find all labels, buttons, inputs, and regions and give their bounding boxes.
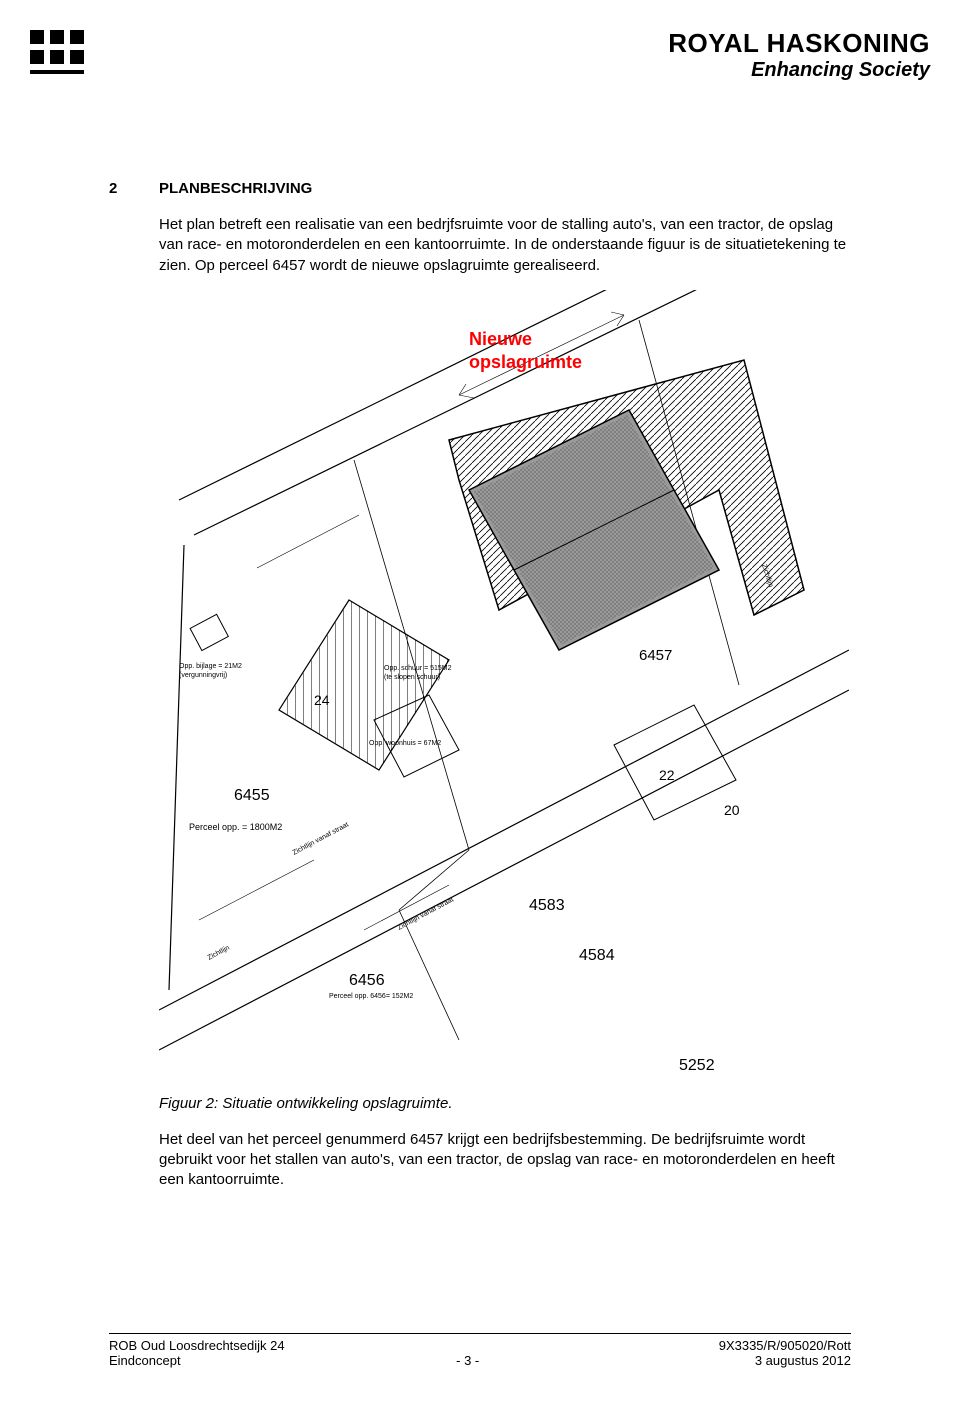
page-header: ROYAL HASKONING Enhancing Society: [0, 20, 960, 90]
callout-line2: opslagruimte: [469, 352, 582, 372]
footer-right-2: 3 augustus 2012: [755, 1353, 851, 1368]
paragraph-1: Het plan betreft een realisatie van een …: [159, 215, 851, 276]
note-opp-woonhuis: Opp. woonhuis = 67M2: [369, 740, 441, 747]
note-te-slopen: (te slopen schuur): [384, 674, 440, 681]
label-h22: 22: [659, 767, 675, 783]
label-5252: 5252: [679, 1057, 715, 1074]
footer-left-2: Eindconcept: [109, 1353, 181, 1368]
note-vergunning: (vergunningvrij): [179, 672, 227, 679]
label-6456: 6456: [349, 972, 385, 989]
note-zichtlijn-3: Zichtlijn: [207, 944, 231, 961]
label-6457: 6457: [639, 647, 672, 664]
footer-right-1: 9X3335/R/905020/Rott: [719, 1338, 851, 1353]
label-4584: 4584: [579, 947, 615, 964]
brand-block: ROYAL HASKONING Enhancing Society: [668, 28, 930, 82]
label-4583: 4583: [529, 897, 565, 914]
note-opp-schuur: Opp. schuur = 515M2: [384, 665, 452, 672]
label-h24: 24: [314, 692, 330, 708]
page-footer: ROB Oud Loosdrechtsedijk 24 9X3335/R/905…: [109, 1333, 851, 1368]
figure-caption: Figuur 2: Situatie ontwikkeling opslagru…: [159, 1095, 851, 1112]
logo-left-icon: [30, 26, 84, 84]
note-perceel-6455: Perceel opp. = 1800M2: [189, 822, 282, 832]
section-number: 2: [109, 180, 159, 197]
footer-left-1: ROB Oud Loosdrechtsedijk 24: [109, 1338, 285, 1353]
situation-figure: Nieuwe opslagruimte 6455 6456 6457 4583 …: [159, 290, 849, 1085]
section-title: PLANBESCHRIJVING: [159, 180, 312, 197]
callout-line1: Nieuwe: [469, 329, 532, 349]
footer-center: - 3 -: [456, 1353, 479, 1368]
site-plan-svg: Nieuwe opslagruimte 6455 6456 6457 4583 …: [159, 290, 849, 1085]
label-6455: 6455: [234, 787, 270, 804]
brand-line2: Enhancing Society: [668, 59, 930, 82]
note-perceel-6456: Perceel opp. 6456= 152M2: [329, 993, 413, 1000]
note-zichtlijn-1: Zichtlijn vanaf straat: [292, 821, 350, 856]
note-zichtlijn-2: Zichtlijn vanaf straat: [397, 896, 455, 931]
footer-separator: [109, 1333, 851, 1334]
paragraph-2: Het deel van het perceel genummerd 6457 …: [159, 1130, 851, 1191]
brand-line1: ROYAL HASKONING: [668, 28, 930, 59]
main-content: 2PLANBESCHRIJVING Het plan betreft een r…: [109, 180, 851, 1205]
section-heading: 2PLANBESCHRIJVING: [109, 180, 851, 197]
label-h20: 20: [724, 802, 740, 818]
note-opp-bijlage: Opp. bijlage = 21M2: [179, 663, 242, 670]
